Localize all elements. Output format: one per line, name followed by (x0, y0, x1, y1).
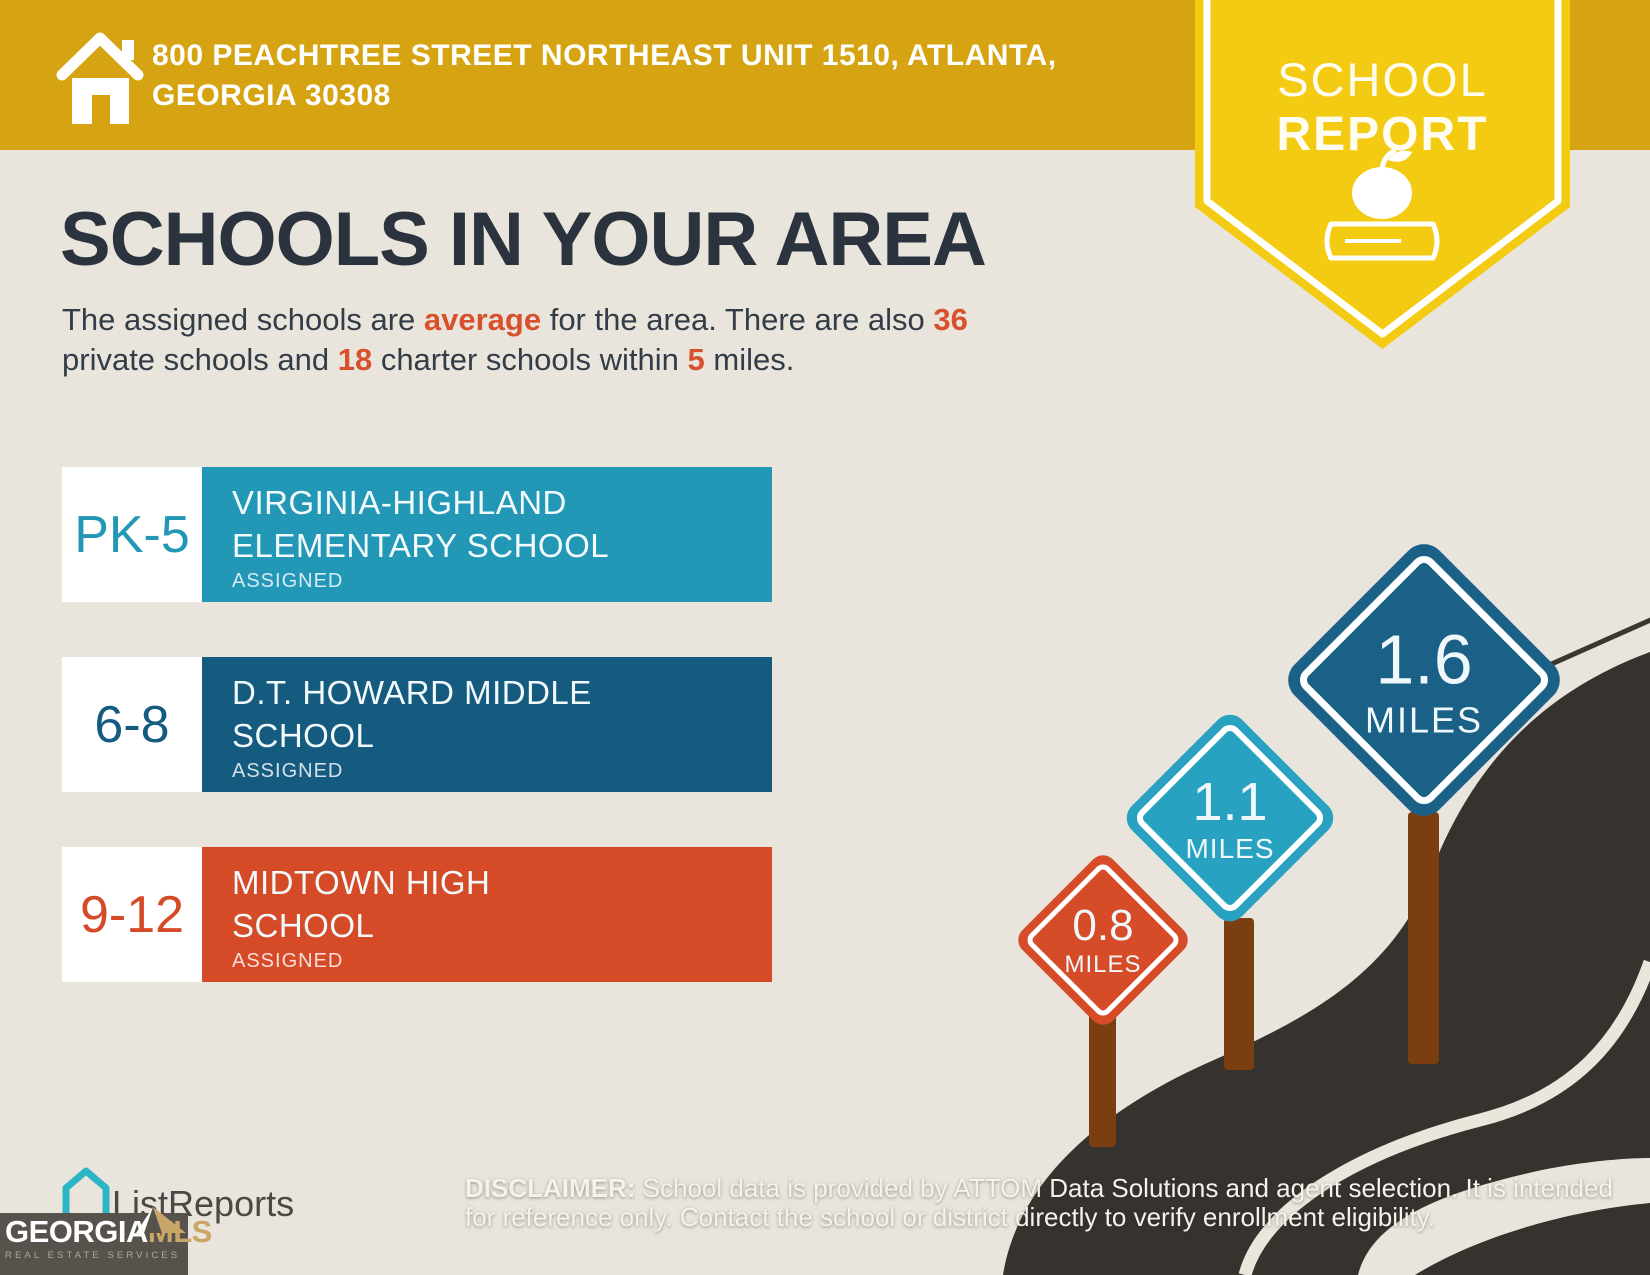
disclaimer-line1: DISCLAIMER: School data is provided by A… (465, 1174, 1613, 1203)
mountain-peak-icon (136, 1207, 186, 1233)
sign-label: 1.1 MILES (1152, 740, 1308, 896)
apple-icon (1352, 148, 1412, 219)
school-row-elementary: PK-5 VIRGINIA-HIGHLAND ELEMENTARY SCHOOL… (62, 467, 772, 602)
sign-distance: 0.8 (1072, 901, 1134, 950)
grade-range-label: PK-5 (62, 467, 202, 602)
address-line-2: GEORGIA 30308 (152, 79, 391, 112)
badge-title: SCHOOL REPORT (1195, 0, 1570, 162)
georgia-mls-logo: GEORGIAMLS REAL ESTATE SERVICES (0, 1207, 212, 1275)
home-icon (56, 32, 144, 124)
distance-sign-1-6-miles: 1.6 MILES (1279, 535, 1569, 825)
sign-unit: MILES (1064, 951, 1142, 978)
distance-sign-1-1-miles: 1.1 MILES (1119, 707, 1341, 929)
school-name-line2: SCHOOL (232, 907, 375, 944)
school-name-line2: SCHOOL (232, 717, 375, 754)
grade-range-label: 6-8 (62, 657, 202, 792)
school-name-line2: ELEMENTARY SCHOOL (232, 527, 610, 564)
sign-distance: 1.6 (1375, 620, 1473, 698)
address-line-1: 800 PEACHTREE STREET NORTHEAST UNIT 1510… (152, 39, 1057, 72)
sign-label: 1.6 MILES (1322, 578, 1527, 783)
disclaimer-text: DISCLAIMER: School data is provided by A… (465, 1174, 1613, 1232)
mls-tagline: REAL ESTATE SERVICES (5, 1250, 181, 1261)
school-row-middle: 6-8 D.T. HOWARD MIDDLE SCHOOL ASSIGNED (62, 657, 772, 792)
badge-title-line2: REPORT (1276, 108, 1489, 161)
sign-label: 0.8 MILES (1039, 876, 1167, 1004)
sign-post-near (1089, 1012, 1116, 1147)
grade-range-label: 9-12 (62, 847, 202, 982)
school-status: ASSIGNED (232, 760, 344, 782)
school-status: ASSIGNED (232, 570, 344, 592)
sign-unit: MILES (1364, 699, 1484, 740)
book-icon (1324, 221, 1440, 261)
sign-post-far (1408, 812, 1439, 1064)
school-row-high: 9-12 MIDTOWN HIGH SCHOOL ASSIGNED (62, 847, 772, 982)
page-title: SCHOOLS IN YOUR AREA (60, 197, 987, 282)
disclaimer-body1: School data is provided by ATTOM Data So… (635, 1173, 1613, 1203)
sign-unit: MILES (1185, 833, 1275, 864)
school-info: MIDTOWN HIGH SCHOOL ASSIGNED (202, 847, 772, 982)
school-name-line1: D.T. HOWARD MIDDLE (232, 674, 592, 711)
school-status: ASSIGNED (232, 950, 344, 972)
disclaimer-label: DISCLAIMER: (465, 1173, 636, 1203)
school-name-line1: MIDTOWN HIGH (232, 864, 491, 901)
intro-text: The assigned schools are average for the… (62, 302, 968, 377)
school-info: D.T. HOWARD MIDDLE SCHOOL ASSIGNED (202, 657, 772, 792)
school-name-line1: VIRGINIA-HIGHLAND (232, 484, 567, 521)
mls-wordmark-georgia: GEORGIA (5, 1214, 148, 1249)
disclaimer-line2: for reference only. Contact the school o… (465, 1202, 1436, 1232)
sign-distance: 1.1 (1192, 772, 1268, 832)
sign-post-mid (1224, 918, 1254, 1070)
school-info: VIRGINIA-HIGHLAND ELEMENTARY SCHOOL ASSI… (202, 467, 772, 602)
school-report-badge (1195, 0, 1570, 349)
property-address: 800 PEACHTREE STREET NORTHEAST UNIT 1510… (152, 36, 1057, 116)
badge-title-line1: SCHOOL (1277, 53, 1488, 106)
